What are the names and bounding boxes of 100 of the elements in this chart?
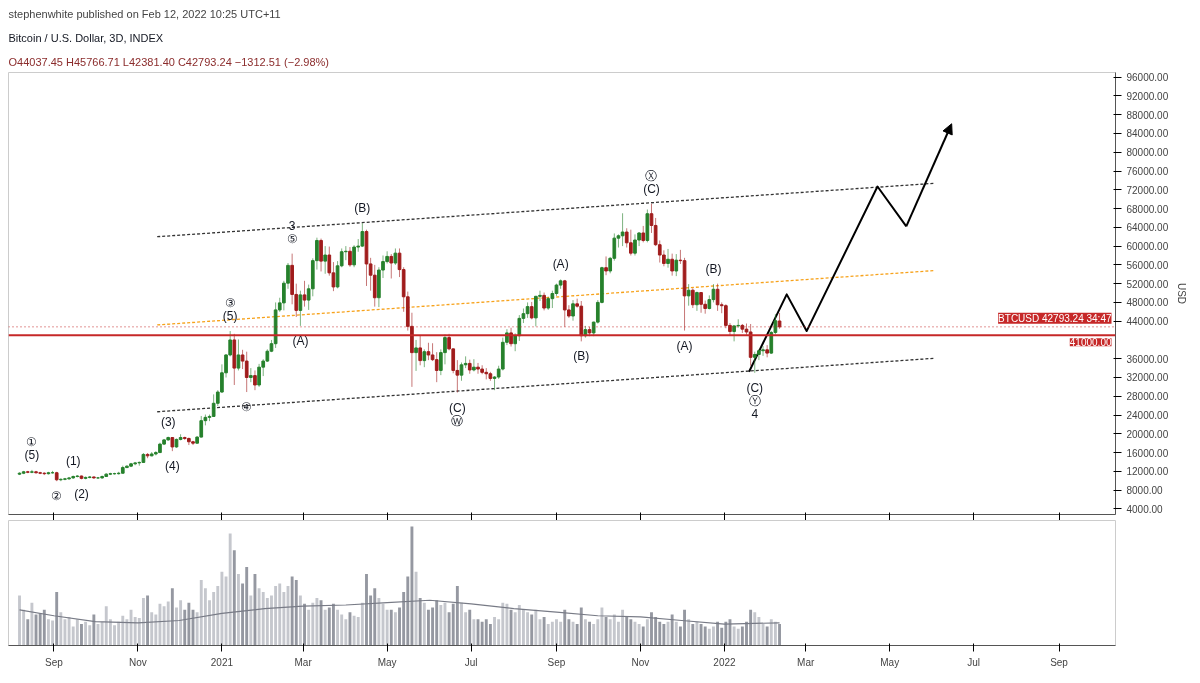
bar (125, 619, 129, 646)
ref-line-label: BTCUSD 42793.24 34:47 (998, 312, 1112, 324)
bar (493, 616, 496, 646)
bar (522, 609, 525, 646)
bar (121, 615, 125, 646)
bar (315, 597, 319, 646)
bar (38, 613, 42, 646)
x-tick-label: Sep (45, 656, 64, 668)
bar (546, 624, 550, 646)
bar (712, 626, 715, 646)
chart-subtitle: O44037.45 H45766.71 L42381.40 C42793.24 −1312.51 (−2.98%) (8, 55, 329, 68)
bar (352, 615, 356, 646)
bar (530, 614, 534, 646)
bar (695, 621, 699, 646)
bar (257, 588, 261, 646)
bar (687, 619, 691, 646)
bar (472, 619, 476, 646)
bar (670, 614, 674, 646)
annotation: (C) (449, 400, 466, 415)
bar (331, 603, 335, 646)
x-tick-label: Mar (294, 656, 313, 668)
bar (683, 609, 686, 646)
annotation: (B) (573, 349, 590, 364)
annotation: ① (26, 434, 38, 449)
bar (703, 626, 707, 646)
y-tick-label: 52000.00 (1126, 278, 1169, 290)
bar (179, 600, 183, 646)
bar (757, 616, 761, 646)
bar (278, 583, 282, 646)
candlestick (732, 325, 736, 342)
bar (232, 550, 236, 646)
y-tick-label: 80000.00 (1126, 147, 1169, 159)
bar (542, 616, 546, 646)
bar (298, 595, 302, 646)
bar (88, 625, 92, 646)
bar (588, 621, 591, 646)
bar (55, 591, 59, 646)
annotation: Ⓦ (451, 413, 464, 428)
bar (563, 609, 567, 646)
y-tick-label: 92000.00 (1126, 90, 1169, 102)
bar (340, 614, 344, 646)
x-tick-label: Nov (129, 656, 147, 668)
y-axis-title: USD (1176, 282, 1188, 305)
bar (418, 597, 422, 646)
bar (724, 621, 728, 646)
annotation: (2) (74, 487, 89, 502)
bar (344, 619, 348, 646)
annotation: (4) (165, 459, 180, 474)
bar (236, 574, 240, 646)
bar (480, 621, 484, 646)
bar (150, 612, 154, 646)
annotation: 4 (751, 407, 759, 422)
bar (691, 624, 695, 646)
annotation: ③ (224, 296, 236, 311)
bar (228, 533, 232, 646)
bar (600, 607, 604, 646)
annotation: (C) (746, 380, 764, 395)
y-tick-label: 20000.00 (1126, 428, 1169, 440)
bar (658, 621, 662, 646)
bar (294, 580, 298, 646)
y-tick-label: 12000.00 (1126, 466, 1169, 478)
x-tick-label: May (880, 656, 900, 668)
bar (435, 600, 439, 646)
y-tick-label: 28000.00 (1126, 391, 1169, 403)
x-tick-label: 2021 (210, 656, 234, 668)
annotation: (A) (292, 333, 309, 348)
bar (166, 601, 170, 646)
bar (30, 602, 34, 646)
bar (534, 609, 538, 646)
bar (460, 602, 463, 646)
x-tick-label: Nov (631, 656, 650, 668)
bar (170, 588, 174, 646)
y-tick-label: 4000.00 (1126, 503, 1164, 515)
bar (604, 616, 608, 646)
bar (707, 628, 711, 646)
bar (303, 603, 306, 646)
bar (80, 624, 83, 646)
bar (773, 621, 777, 646)
annotation: (5) (24, 447, 40, 462)
bar (59, 612, 63, 646)
bar (187, 602, 191, 646)
bar (625, 616, 629, 646)
bar (51, 620, 55, 646)
annotation: (B) (705, 262, 722, 277)
bar (732, 626, 736, 646)
y-tick-label: 32000.00 (1126, 372, 1169, 384)
bar (579, 607, 583, 646)
y-tick-label: 76000.00 (1126, 166, 1169, 178)
annotation: (C) (643, 181, 660, 196)
bar (410, 526, 414, 646)
bar (484, 619, 488, 646)
bar (765, 626, 769, 646)
bar (612, 614, 616, 646)
bar (555, 619, 558, 646)
y-tick-label: 16000.00 (1126, 447, 1169, 459)
bar (455, 585, 459, 646)
bar (377, 597, 381, 646)
bar (290, 576, 294, 646)
annotation: (5) (222, 309, 238, 324)
bar (360, 602, 364, 646)
